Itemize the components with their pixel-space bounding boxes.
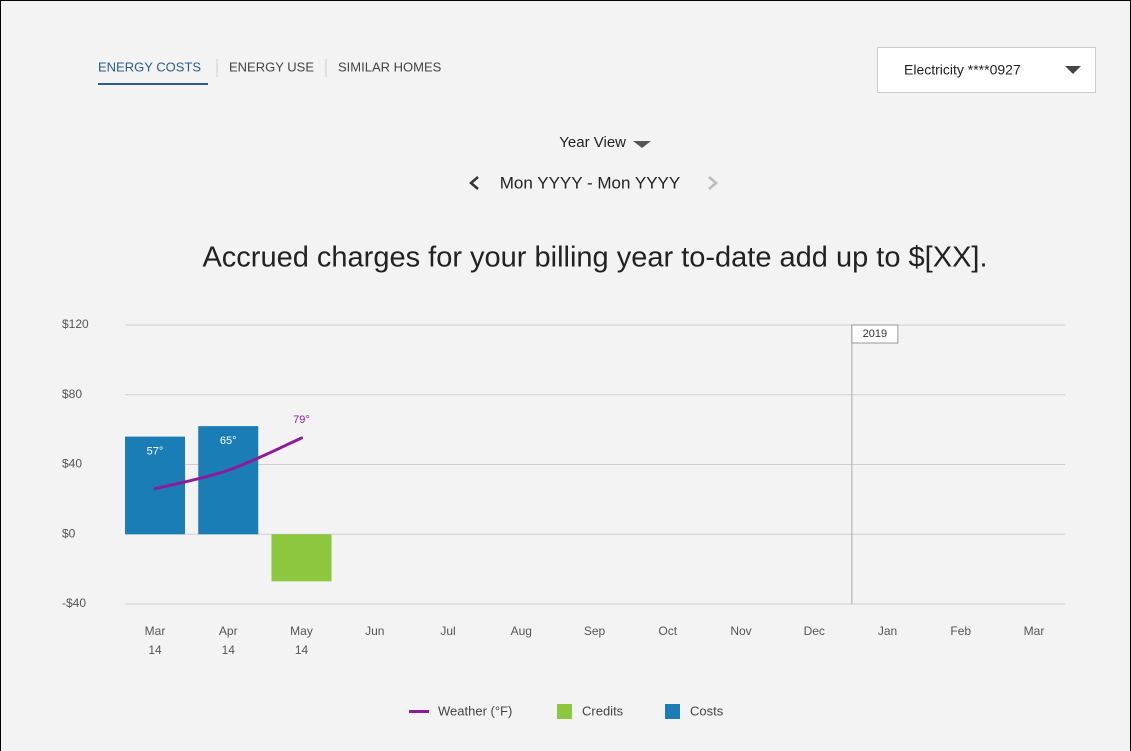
legend-label: Costs <box>690 703 724 718</box>
legend-label: Weather (°F) <box>438 703 512 718</box>
headline: Accrued charges for your billing year to… <box>202 242 987 274</box>
prev-arrow[interactable] <box>469 176 479 190</box>
x-tick-label: Jan <box>878 624 897 638</box>
x-tick-label: Nov <box>730 624 751 638</box>
account-dropdown[interactable]: Electricity ****0927 <box>877 47 1096 93</box>
x-tick-label: Apr 14 <box>219 624 238 657</box>
view-dropdown[interactable]: Year View <box>559 134 651 151</box>
x-tick-label: Jun <box>365 624 384 638</box>
bar <box>198 426 259 535</box>
legend-swatch <box>557 704 572 719</box>
x-tick-label: Mar 14 <box>145 624 166 657</box>
view-label: Year View <box>559 134 626 151</box>
legend-item: Weather (°F) <box>409 703 512 718</box>
y-tick-label: -$40 <box>62 596 86 610</box>
dropdown-label: Electricity ****0927 <box>904 62 1021 78</box>
x-tick-label: May 14 <box>290 624 313 657</box>
year-label: 2019 <box>863 328 887 340</box>
y-tick-label: $120 <box>62 317 89 331</box>
legend-swatch <box>409 710 429 713</box>
value-label: 57° <box>147 446 164 458</box>
tab[interactable]: ENERGY USE <box>229 59 314 74</box>
x-tick-label: Oct <box>658 624 677 638</box>
legend-label: Credits <box>582 703 624 718</box>
date-range: Mon YYYY - Mon YYYY <box>500 173 680 192</box>
x-tick-label: Feb <box>950 624 971 638</box>
bar <box>271 534 332 582</box>
x-tick-label: Dec <box>804 624 825 638</box>
x-tick-label: Aug <box>511 624 532 638</box>
value-label: 79° <box>293 414 310 426</box>
view-arrow <box>633 141 651 148</box>
value-label: 65° <box>220 435 237 447</box>
x-tick-label: Jul <box>440 624 455 638</box>
legend-item: Credits <box>557 703 624 719</box>
y-tick-label: $40 <box>62 457 82 471</box>
x-tick-label: Sep <box>584 624 606 638</box>
dropdown-arrow <box>1065 66 1081 74</box>
y-tick-label: $80 <box>62 387 82 401</box>
legend-swatch <box>665 704 680 719</box>
year-label-box <box>851 324 899 344</box>
tab-active[interactable]: ENERGY COSTS <box>98 59 201 74</box>
x-tick-label: Mar <box>1024 624 1045 638</box>
tab[interactable]: SIMILAR HOMES <box>338 59 442 74</box>
y-tick-label: $0 <box>62 526 76 540</box>
legend-item: Costs <box>665 703 724 719</box>
weather-line <box>153 436 303 491</box>
dropdown-box <box>877 47 1096 93</box>
next-arrow[interactable] <box>708 176 718 190</box>
tab-underline <box>98 83 208 85</box>
